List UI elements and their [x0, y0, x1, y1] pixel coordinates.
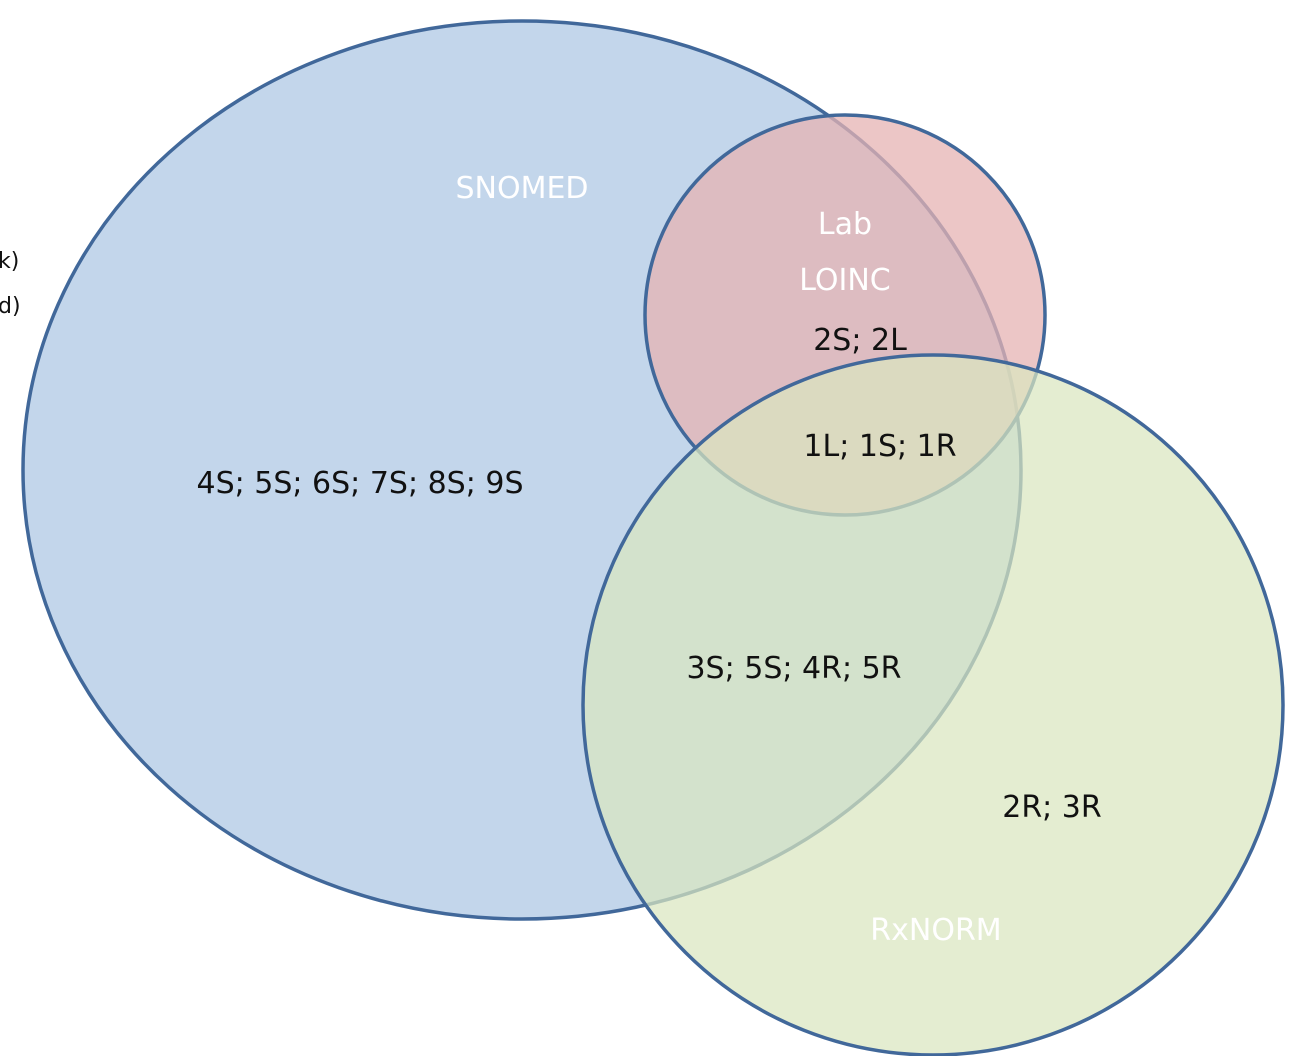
snomed-label: SNOMED: [455, 171, 588, 206]
region-snomed-rxnorm: 3S; 5S; 4R; 5R: [686, 651, 901, 686]
rxnorm-circle: [581, 353, 1285, 1056]
loinc-label: LOINC: [799, 263, 891, 298]
region-all-three: 1L; 1S; 1R: [803, 429, 956, 464]
region-snomed-lab: 2S; 2L: [813, 323, 907, 358]
region-snomed-only: 4S; 5S; 6S; 7S; 8S; 9S: [197, 466, 524, 501]
rxnorm-label: RxNORM: [870, 913, 1001, 948]
margin-fragment-1: k): [0, 249, 19, 274]
margin-fragment-2: d): [0, 294, 21, 319]
region-rxnorm-only: 2R; 3R: [1002, 790, 1102, 825]
lab-label: Lab: [818, 207, 872, 242]
